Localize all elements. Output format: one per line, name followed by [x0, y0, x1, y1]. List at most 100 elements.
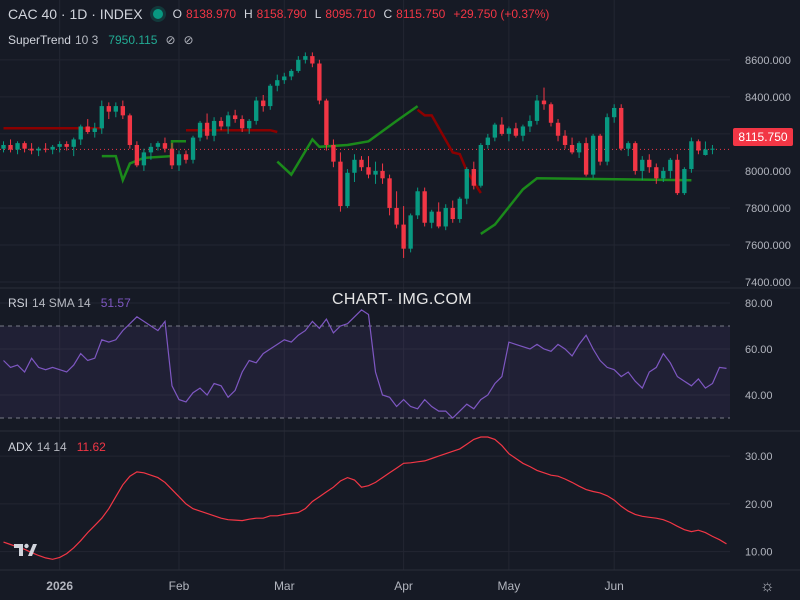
change-value: +29.750 (+0.37%): [453, 7, 550, 21]
candle: [204, 113, 210, 140]
supertrend-name: SuperTrend: [8, 33, 71, 47]
candle: [689, 137, 694, 173]
candle: [85, 119, 90, 134]
candle-body: [331, 144, 336, 162]
pane-separators: [0, 287, 800, 571]
candle: [247, 119, 252, 134]
candle: [583, 137, 589, 177]
candle-body: [443, 207, 448, 227]
candle-body: [675, 159, 680, 194]
candle-body: [120, 106, 126, 116]
price-tick-label: 8400.000: [745, 92, 791, 104]
candle-body: [197, 122, 203, 138]
rsi-band: [0, 325, 730, 419]
candle: [197, 120, 203, 142]
candle-body: [457, 198, 462, 220]
candle: [513, 122, 519, 138]
candle: [464, 167, 469, 205]
candle: [338, 152, 343, 212]
candle-body: [352, 159, 357, 173]
rsi-value: 51.57: [100, 296, 131, 310]
watermark: CHART- IMG.COM: [332, 291, 472, 308]
candle-body: [50, 146, 55, 150]
symbol-title: CAC 40 · 1D · INDEX: [8, 6, 143, 22]
candle-body: [422, 191, 427, 223]
candle-body: [1, 144, 6, 149]
candle-body: [211, 120, 217, 136]
candle-body: [485, 137, 491, 145]
candle-body: [106, 106, 111, 112]
candle-body: [113, 106, 118, 112]
candle: [696, 139, 701, 155]
candle: [471, 161, 476, 190]
candle: [647, 154, 652, 173]
candle-body: [310, 56, 315, 64]
adx-legend[interactable]: ADX 14 14 11.62: [8, 440, 106, 454]
candle-body: [43, 148, 48, 150]
candle-body: [78, 126, 83, 140]
tradingview-logo-icon[interactable]: [12, 540, 40, 560]
candle-body: [324, 100, 329, 145]
candle: [36, 146, 41, 157]
candle: [394, 191, 399, 229]
candle: [485, 133, 491, 149]
candle: [366, 156, 371, 179]
candle-body: [247, 120, 252, 129]
candle-body: [471, 169, 476, 186]
candle: [668, 157, 673, 179]
high-value: 8158.790: [256, 7, 307, 21]
candle-body: [183, 154, 189, 160]
supertrend-segment-down: [416, 108, 482, 194]
candle: [296, 56, 301, 73]
candle-body: [387, 178, 392, 208]
candle: [261, 94, 266, 112]
candle-body: [176, 154, 182, 166]
candle-body: [654, 167, 659, 179]
candle-body: [204, 122, 210, 136]
candle-body: [317, 63, 322, 101]
price-tick-label: 7800.000: [745, 203, 791, 215]
candle-body: [359, 159, 364, 168]
eye-off-icon[interactable]: ⊘: [165, 33, 176, 47]
candle: [429, 209, 434, 229]
time-tick-label: Jun: [605, 579, 624, 593]
candle-body: [661, 170, 666, 179]
adx-line: [3, 436, 727, 560]
eye-off-icon-2[interactable]: ⊘: [183, 33, 194, 47]
rsi-tick-label: 60.00: [745, 344, 773, 356]
rsi-legend[interactable]: RSI 14 SMA 14 51.57: [8, 296, 131, 310]
low-value: 8095.710: [325, 7, 376, 21]
candle: [71, 137, 76, 157]
time-axis[interactable]: 2026 Feb Mar Apr May Jun: [46, 579, 624, 593]
candle: [401, 206, 406, 258]
candle: [1, 141, 6, 153]
candle: [232, 109, 238, 123]
candle: [345, 169, 350, 208]
candle-body: [15, 143, 20, 150]
candle: [359, 156, 364, 171]
candle-body: [682, 169, 687, 194]
candle-body: [71, 139, 76, 147]
candle-body: [345, 172, 350, 207]
supertrend-legend[interactable]: SuperTrend 10 3 7950.115 ⊘ ⊘: [8, 33, 194, 47]
adx-tick-label: 30.00: [745, 451, 773, 463]
candle: [29, 143, 34, 155]
candle-body: [590, 135, 596, 175]
candle: [190, 135, 196, 164]
candle-body: [380, 170, 385, 179]
open-label: O: [172, 7, 182, 21]
candle-body: [303, 56, 308, 60]
candle: [183, 150, 189, 164]
candle: [289, 69, 294, 81]
candle: [590, 133, 596, 179]
time-tick-label: Feb: [169, 579, 190, 593]
adx-polyline: [3, 436, 727, 560]
candle: [682, 167, 687, 195]
candle-body: [583, 143, 589, 175]
symbol-legend[interactable]: CAC 40 · 1D · INDEX O 8138.970 H 8158.790 …: [8, 6, 549, 22]
adx-params: 14 14: [36, 440, 67, 454]
candle-body: [338, 161, 343, 207]
candle: [282, 72, 287, 84]
theme-toggle-icon[interactable]: ☼: [760, 578, 775, 595]
